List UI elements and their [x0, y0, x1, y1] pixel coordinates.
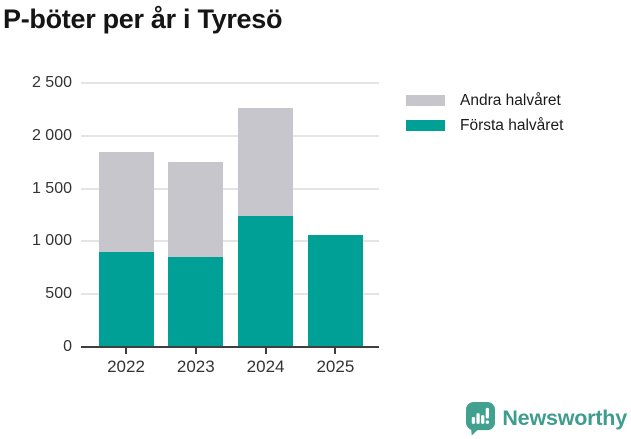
bar-segment-2022-första-halvåret — [98, 251, 154, 347]
bar-segment-2025-första-halvåret — [307, 235, 363, 347]
legend: Andra halvåret Första halvåret — [406, 90, 563, 136]
bar-segment-2024-första-halvåret — [238, 216, 294, 347]
y-axis-tick-label: 2 500 — [31, 74, 72, 91]
y-axis-tick-label: 2 000 — [31, 126, 72, 144]
gridline-1000 — [81, 240, 379, 243]
x-axis-tick — [194, 348, 197, 354]
legend-label: Första halvåret — [460, 116, 564, 134]
legend-swatch — [406, 120, 445, 131]
y-axis-tick-label: 500 — [45, 285, 72, 303]
newsworthy-wordmark: Newsworthy — [502, 406, 627, 430]
legend-item: Första halvåret — [406, 115, 563, 136]
bar-segment-2023-andra-halvåret — [168, 162, 224, 258]
x-axis-label-2022: 2022 — [107, 357, 145, 376]
bar-segment-2022-andra-halvåret — [98, 151, 154, 252]
x-axis-label-2025: 2025 — [316, 357, 355, 376]
gridline-2000 — [81, 134, 379, 137]
bar-2023 — [168, 83, 224, 347]
gridline-2500 — [81, 82, 379, 84]
plot-area — [81, 82, 379, 347]
y-axis-tick-label: 0 — [63, 338, 72, 355]
chart-title: P-böter per år i Tyresö — [3, 4, 283, 34]
gridline-1500 — [81, 187, 379, 190]
bar-segment-2024-andra-halvåret — [238, 108, 294, 217]
bar-2024 — [238, 83, 294, 347]
legend-item: Andra halvåret — [406, 90, 563, 111]
x-axis-tick — [125, 348, 127, 354]
x-axis-tick — [264, 348, 267, 354]
bar-2025 — [307, 83, 363, 347]
bar-2022 — [98, 83, 154, 347]
newsworthy-logo[interactable]: Newsworthy — [465, 401, 627, 436]
legend-swatch — [406, 95, 445, 106]
x-axis-tick — [334, 348, 337, 354]
y-axis-tick-label: 1 000 — [31, 232, 72, 250]
x-axis-label-2023: 2023 — [176, 357, 215, 376]
x-axis-label-2024: 2024 — [246, 357, 285, 376]
y-axis-tick-label: 1 500 — [31, 179, 72, 197]
gridline-500 — [81, 293, 379, 296]
bar-segment-2023-första-halvåret — [168, 257, 224, 347]
newsworthy-speech-bubble-chart-icon — [465, 401, 496, 436]
legend-label: Andra halvåret — [460, 91, 561, 109]
x-axis-line — [81, 346, 379, 348]
